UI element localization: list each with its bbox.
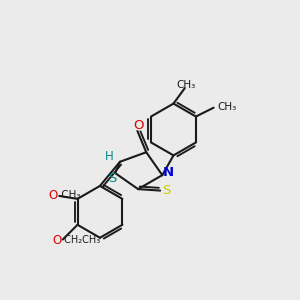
Text: O: O [52, 234, 61, 247]
Text: CH₂CH₃: CH₂CH₃ [61, 236, 100, 245]
Text: S: S [162, 184, 170, 197]
Text: CH₃: CH₃ [217, 102, 236, 112]
Text: CH₃: CH₃ [58, 190, 80, 200]
Text: CH₃: CH₃ [176, 80, 196, 90]
Text: H: H [104, 150, 113, 163]
Text: N: N [163, 166, 174, 179]
Text: O: O [49, 188, 58, 202]
Text: S: S [109, 172, 117, 185]
Text: O: O [133, 118, 143, 132]
